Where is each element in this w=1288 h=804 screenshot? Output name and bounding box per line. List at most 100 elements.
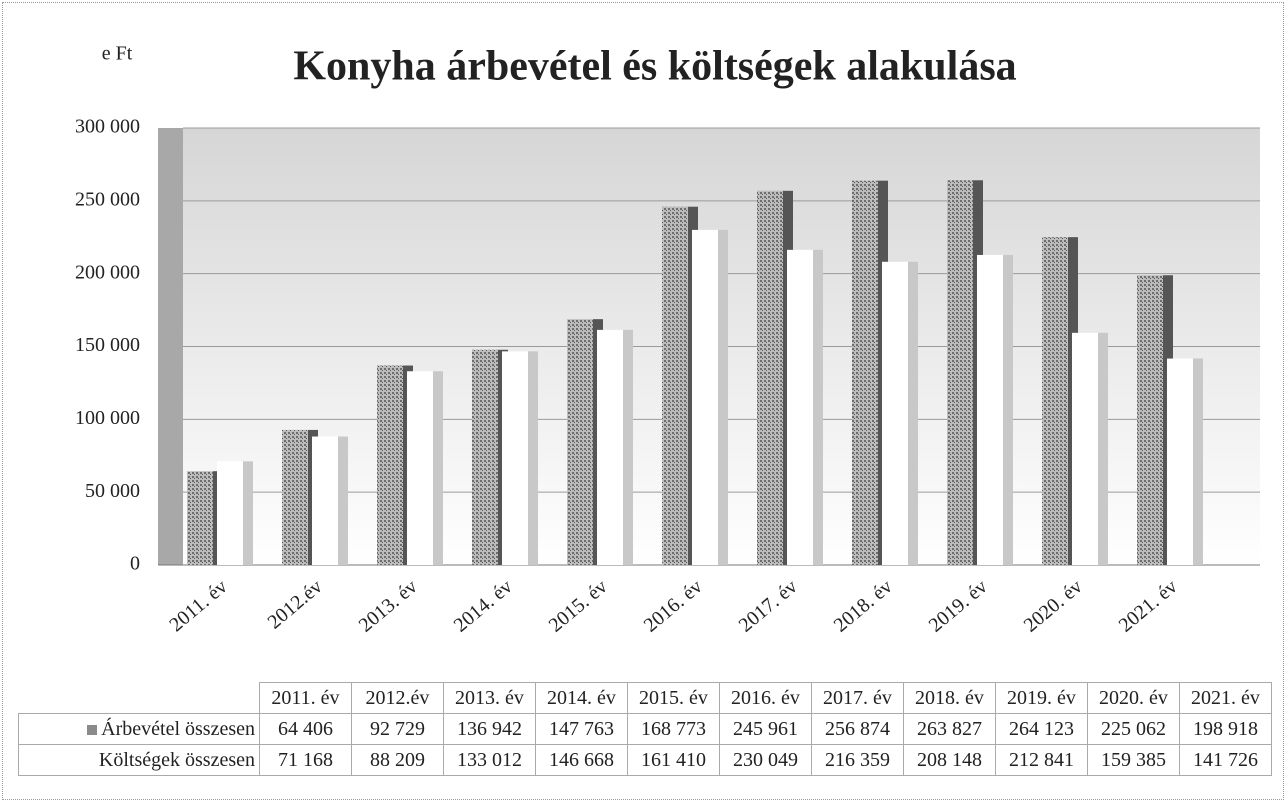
table-cell: 263 827 [903,713,996,745]
table-header-cell: 2016. év [719,682,812,714]
legend-label: Árbevétel összesen [101,717,255,740]
legend-entry: Költségek összesen [18,744,260,776]
x-tick-label: 2017. év [735,575,802,636]
bar-face [662,206,688,566]
table-row: Árbevétel összesen 64 406 92 729 136 942 147… [18,713,1272,745]
table-cell: 147 763 [535,713,628,745]
bar-face [1072,332,1098,565]
bar-face [217,461,243,565]
bar [882,261,918,565]
bar [1072,332,1108,565]
legend-label: Költségek összesen [98,748,255,771]
table-header-cell: 2020. év [1087,682,1180,714]
bar-face [757,190,783,566]
table-cell: 245 961 [719,713,812,745]
y-tick-label: 0 [130,553,140,575]
x-tick-label: 2012.év [264,575,327,633]
bar-face [977,254,1003,565]
table-cell: 92 729 [351,713,444,745]
legend-swatch [87,724,98,735]
table-header-cell: 2015. év [627,682,720,714]
table-cell: 208 148 [903,744,996,776]
legend-entry: Árbevétel összesen [18,713,260,745]
table-cell: 161 410 [627,744,720,776]
bar-face [1137,275,1163,565]
bar [787,249,823,566]
x-tick-label: 2015. év [545,575,612,636]
table-cell: 136 942 [443,713,536,745]
table-header-cell: 2019. év [995,682,1088,714]
bar-face [947,180,973,565]
table-cell: 88 209 [351,744,444,776]
bar [502,351,538,565]
bar-face [787,249,813,566]
bar-side [1098,332,1108,565]
bar-face [282,429,308,565]
bar-side [1193,358,1203,565]
bar [407,371,443,565]
bar-face [187,471,213,565]
table-cell: 264 123 [995,713,1088,745]
bar-side [338,436,348,565]
table-header-row: 2011. év 2012.év 2013. év 2014. év 2015. év 2… [19,682,1272,714]
bar [217,461,253,565]
bar-side [528,351,538,565]
x-tick-label: 2021. év [1115,575,1182,636]
table-cell: 71 168 [259,744,352,776]
bar-face [407,371,433,565]
table-header-cell: 2011. év [259,682,352,714]
table-header-cell: 2012.év [351,682,444,714]
table-header-cell: 2014. év [535,682,628,714]
data-table: 2011. év 2012.év 2013. év 2014. év 2015. év 2… [18,682,1272,776]
x-tick-label: 2020. év [1020,575,1087,636]
table-header-cell: 2018. év [903,682,996,714]
table-cell: 159 385 [1087,744,1180,776]
bar-side [718,229,728,565]
chart-title: Konyha árbevétel és költségek alakulása [293,44,1016,90]
table-cell: 230 049 [719,744,812,776]
bar-face [1167,358,1193,565]
table-cell: 168 773 [627,713,720,745]
bar-side [243,461,253,565]
table-row: Költségek összesen 71 168 88 209 133 012 146… [18,744,1272,776]
y-tick-label: 50 000 [85,480,140,502]
table-cell: 212 841 [995,744,1088,776]
table-cell: 256 874 [811,713,904,745]
y-tick-label: 250 000 [75,188,140,210]
bar-face [502,351,528,565]
y-tick-label: 200 000 [75,261,140,283]
bar [1167,358,1203,565]
table-cell: 225 062 [1087,713,1180,745]
bar-face [692,229,718,565]
bar [597,329,633,565]
x-tick-label: 2011. év [165,575,231,636]
table-header-cell: 2017. év [811,682,904,714]
bar-face [312,436,338,565]
table-cell: 216 359 [811,744,904,776]
x-tick-label: 2019. év [925,575,992,636]
bar-face [472,349,498,565]
table-header-cell: 2021. év [1179,682,1272,714]
y-tick-label: 300 000 [75,116,140,138]
side-wall [158,128,183,565]
bar-side [813,249,823,566]
table-cell: 198 918 [1179,713,1272,745]
bar-face [567,319,593,565]
bar-side [623,329,633,565]
table-cell: 146 668 [535,744,628,776]
table-cell: 64 406 [259,713,352,745]
x-tick-label: 2018. év [830,575,897,636]
bar [312,436,348,565]
y-axis-unit: e Ft [102,43,133,65]
bar-face [597,329,623,565]
bar [977,254,1013,565]
bar-face [1042,237,1068,566]
y-tick-label: 150 000 [75,334,140,356]
bar-face [882,261,908,565]
x-tick-label: 2014. év [450,575,517,636]
x-tick-label: 2016. év [640,575,707,636]
bar-side [908,261,918,565]
table-cell: 141 726 [1179,744,1272,776]
